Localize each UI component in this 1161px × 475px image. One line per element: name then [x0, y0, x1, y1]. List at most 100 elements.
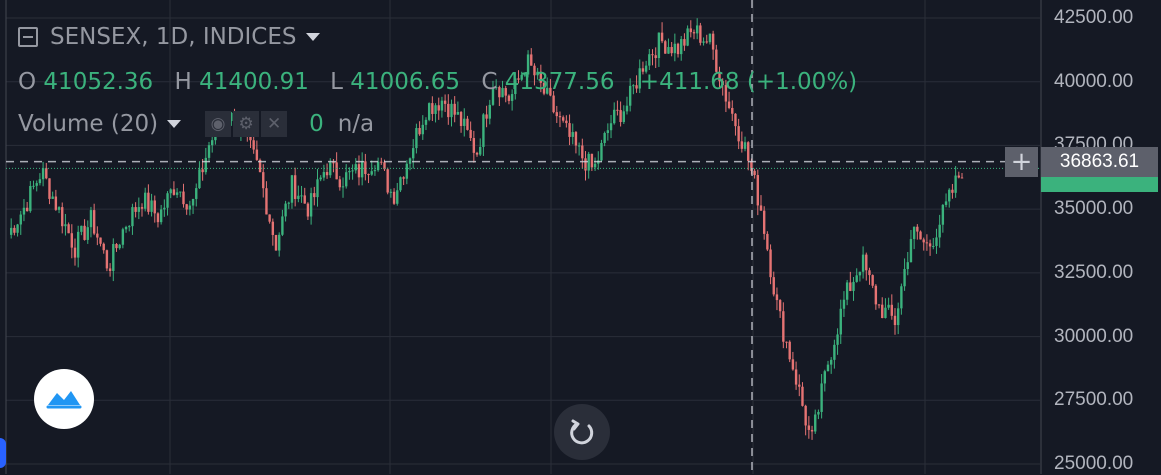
candle-body [865, 254, 868, 271]
crosshair-price-label: 36863.61 [1041, 147, 1158, 177]
plus-icon: + [1010, 147, 1033, 177]
candle-body [928, 243, 932, 247]
candle-body [45, 168, 48, 179]
candle-body [504, 88, 507, 96]
candle-body [35, 183, 38, 186]
candle-body [517, 78, 520, 80]
candle-body [309, 193, 313, 217]
candle-body [143, 192, 147, 209]
candle-body [574, 132, 578, 146]
candle-body [546, 87, 549, 94]
candle-body [644, 65, 648, 72]
chevron-down-icon[interactable] [167, 120, 182, 128]
candle-body [916, 226, 919, 232]
close-icon[interactable]: ✕ [261, 111, 288, 137]
candle-body [25, 207, 29, 212]
candle-body [41, 168, 45, 180]
candle-body [48, 178, 51, 199]
candle-body [724, 85, 728, 102]
candle-body [635, 85, 638, 89]
candle-body [373, 170, 377, 172]
candle-body [437, 105, 440, 111]
candle-body [849, 282, 852, 291]
candle-body [957, 175, 961, 178]
candle-body [881, 304, 884, 319]
candle-body [54, 196, 58, 210]
candle-body [606, 130, 610, 134]
candle-body [284, 203, 287, 217]
candle-body [861, 254, 865, 272]
candle-body [673, 43, 677, 54]
candle-body [418, 127, 421, 135]
add-alert-button[interactable]: + [1005, 147, 1038, 177]
candle-body [721, 81, 724, 86]
candle-body [73, 247, 77, 258]
symbol-title[interactable]: SENSEX, 1D, INDICES [50, 24, 297, 50]
candle-body [660, 32, 664, 42]
candle-body [896, 308, 900, 326]
collapse-legend-icon[interactable] [18, 27, 38, 47]
candle-body [718, 71, 721, 82]
candle-body [83, 225, 86, 240]
volume-label[interactable]: Volume (20) [18, 111, 159, 137]
candle-body [306, 203, 310, 217]
candle-body [99, 237, 102, 244]
candle-body [775, 294, 779, 301]
candle-body [159, 209, 163, 223]
candle-body [676, 43, 680, 55]
candle-body [29, 185, 32, 212]
candle-body [147, 192, 150, 212]
settings-icon[interactable]: ⚙ [233, 111, 260, 137]
candle-body [364, 161, 367, 175]
candle-body [338, 179, 342, 188]
candle-body [443, 100, 447, 104]
candle-body [750, 160, 753, 171]
refresh-icon [570, 419, 594, 445]
reset-chart-button[interactable] [554, 404, 610, 460]
candle-body [153, 200, 156, 214]
candle-body [421, 124, 424, 135]
eye-icon[interactable]: ◉ [205, 111, 232, 137]
candle-body [191, 198, 195, 206]
candle-body [759, 205, 763, 211]
chevron-down-icon[interactable] [305, 33, 320, 41]
candle-body [884, 307, 887, 319]
candle-body [303, 195, 306, 204]
candle-body [274, 234, 278, 251]
candle-body [667, 47, 670, 54]
candle-body [175, 192, 179, 195]
candle-body [727, 101, 731, 108]
candle-body [204, 157, 208, 173]
candle-body [782, 311, 785, 342]
symbol-row[interactable]: SENSEX, 1D, INDICES [18, 24, 320, 50]
candle-body [762, 210, 766, 234]
candle-body [794, 369, 798, 385]
candle-body [628, 85, 632, 106]
candle-body [571, 132, 574, 137]
candle-body [520, 74, 523, 80]
candle-body [453, 103, 456, 115]
candle-body [335, 162, 338, 180]
candle-body [440, 100, 444, 111]
candle-body [695, 25, 699, 34]
candle-body [753, 170, 756, 176]
candle-body [80, 225, 83, 232]
candle-body [632, 85, 635, 87]
candle-body [609, 123, 613, 131]
low-label: L [330, 69, 343, 95]
candle-body [424, 119, 428, 125]
candle-body [558, 116, 562, 118]
candle-body [692, 32, 696, 34]
candle-body [137, 207, 141, 212]
candle-body [434, 105, 437, 114]
candle-body [641, 68, 645, 72]
candle-body [593, 163, 597, 168]
candle-body [211, 140, 214, 146]
candle-body [568, 123, 571, 137]
candle-body [427, 103, 431, 120]
logo-button[interactable] [34, 369, 94, 429]
close-label: C [481, 69, 498, 95]
candle-body [76, 231, 80, 258]
candle-body [57, 207, 61, 210]
